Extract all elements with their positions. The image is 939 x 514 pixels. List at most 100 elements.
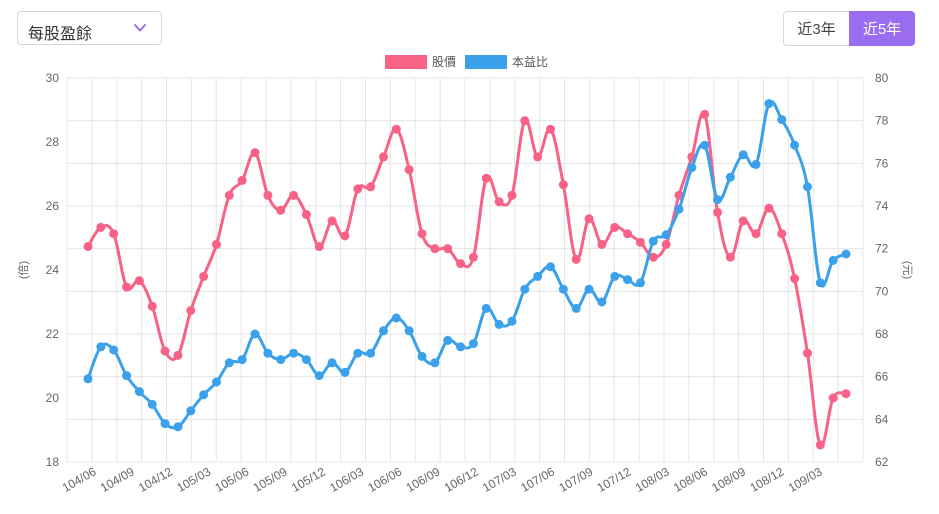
data-point-price <box>160 346 170 356</box>
range-3y-button[interactable]: 近3年 <box>783 11 849 46</box>
y-right-tick-label: 64 <box>875 412 889 426</box>
data-point-price <box>391 124 401 134</box>
data-point-price <box>83 242 93 252</box>
data-point-pe <box>224 358 234 368</box>
x-tick-label: 107/12 <box>595 464 634 495</box>
data-point-pe <box>777 115 787 125</box>
data-point-price <box>96 222 106 232</box>
data-point-pe <box>443 335 453 345</box>
data-point-price <box>635 237 645 247</box>
data-point-price <box>378 152 388 162</box>
data-point-pe <box>173 422 183 432</box>
data-point-pe <box>558 284 568 294</box>
x-tick-label: 106/12 <box>442 464 481 495</box>
y-right-axis-label: (元) <box>901 261 913 279</box>
x-tick-label: 104/06 <box>60 464 99 495</box>
data-point-pe <box>546 262 556 272</box>
range-toggle-group: 近3年 近5年 <box>783 11 915 46</box>
data-point-price <box>109 229 119 239</box>
data-point-price <box>430 244 440 254</box>
data-point-price <box>417 229 427 239</box>
data-point-pe <box>725 172 735 182</box>
data-point-pe <box>122 371 132 381</box>
data-point-pe <box>674 204 684 214</box>
data-point-price <box>494 197 504 207</box>
data-point-price <box>289 190 299 200</box>
data-point-pe <box>250 329 260 339</box>
x-tick-label: 106/03 <box>327 464 366 495</box>
x-tick-label: 105/06 <box>213 464 252 495</box>
data-point-pe <box>96 342 106 352</box>
data-point-pe <box>597 297 607 307</box>
data-point-pe <box>186 406 196 416</box>
y-right-tick-label: 80 <box>875 71 889 85</box>
data-point-pe <box>700 140 710 150</box>
data-point-price <box>713 207 723 217</box>
data-point-pe <box>738 150 748 160</box>
data-point-price <box>468 252 478 262</box>
x-tick-label: 105/09 <box>251 464 290 495</box>
x-tick-label: 104/12 <box>136 464 175 495</box>
x-tick-label: 105/12 <box>289 464 328 495</box>
x-tick-label: 108/03 <box>633 464 672 495</box>
y-left-tick-label: 22 <box>46 327 60 341</box>
data-point-pe <box>841 249 851 259</box>
y-left-axis-label: (倍) <box>16 261 30 279</box>
series-line-pe <box>86 100 847 430</box>
x-tick-label: 107/06 <box>518 464 557 495</box>
data-point-price <box>301 210 311 220</box>
data-point-pe <box>314 371 324 381</box>
y-right-tick-label: 76 <box>875 156 889 170</box>
y-left-tick-label: 18 <box>46 455 60 469</box>
data-point-price <box>520 116 530 126</box>
x-tick-label: 107/03 <box>480 464 519 495</box>
data-point-pe <box>713 195 723 205</box>
data-point-pe <box>610 271 620 281</box>
data-point-price <box>134 276 144 286</box>
data-point-pe <box>237 355 247 365</box>
y-right-tick-label: 74 <box>875 199 889 213</box>
data-point-pe <box>623 275 633 285</box>
data-point-pe <box>366 348 376 358</box>
data-point-pe <box>340 367 350 377</box>
y-right-tick-label: 72 <box>875 242 889 256</box>
data-point-pe <box>764 99 774 109</box>
data-point-price <box>815 440 825 450</box>
x-tick-label: 104/09 <box>98 464 137 495</box>
data-point-pe <box>199 390 209 400</box>
data-point-price <box>327 216 337 226</box>
data-point-price <box>725 252 735 262</box>
data-point-price <box>790 274 800 284</box>
data-point-price <box>366 182 376 192</box>
data-point-price <box>507 190 517 200</box>
data-point-price <box>738 216 748 226</box>
data-point-price <box>443 244 453 254</box>
data-point-pe <box>494 319 504 329</box>
y-right-tick-label: 68 <box>875 327 889 341</box>
data-point-pe <box>327 358 337 368</box>
data-point-price <box>122 282 132 292</box>
y-left-tick-label: 24 <box>46 263 60 277</box>
data-point-pe <box>289 348 299 358</box>
data-point-pe <box>790 140 800 150</box>
data-point-pe <box>263 348 273 358</box>
data-point-price <box>211 239 221 249</box>
y-right-tick-label: 78 <box>875 114 889 128</box>
legend-swatch-pe <box>465 55 507 69</box>
data-point-price <box>764 203 774 213</box>
data-point-price <box>481 173 491 183</box>
data-point-price <box>661 239 671 249</box>
metric-select[interactable]: 每股盈餘 <box>17 11 162 45</box>
data-point-pe <box>301 355 311 365</box>
data-point-price <box>610 222 620 232</box>
data-point-price <box>597 239 607 249</box>
data-point-price <box>584 214 594 224</box>
y-right-tick-label: 62 <box>875 455 889 469</box>
data-point-pe <box>661 230 671 240</box>
legend-label-pe: 本益比 <box>512 55 548 69</box>
data-point-pe <box>507 316 517 326</box>
data-point-pe <box>404 326 414 336</box>
range-5y-button[interactable]: 近5年 <box>849 11 915 46</box>
data-point-pe <box>802 182 812 192</box>
